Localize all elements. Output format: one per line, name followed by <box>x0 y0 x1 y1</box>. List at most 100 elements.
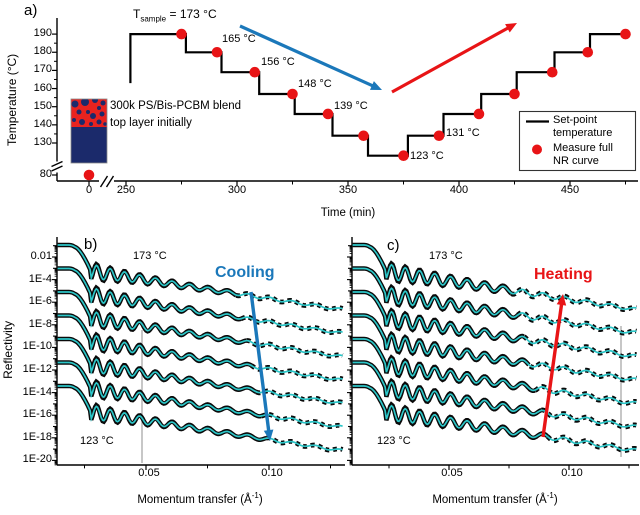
inset-pcbm-blob <box>97 106 101 110</box>
measure-dot <box>433 130 445 142</box>
b-cooling-arrow-head <box>263 429 274 441</box>
tsample-value: = 173 °C <box>166 7 217 21</box>
inset-caption-line2: top layer initially <box>110 117 192 129</box>
b-nr-fit-curve <box>57 267 343 334</box>
b-cooling-arrow-shaft <box>249 291 271 433</box>
b-top-temp-label: 173 °C <box>133 250 167 262</box>
a-y-tick-label: 80 <box>39 168 52 180</box>
legend-measure-line2: NR curve <box>553 155 599 167</box>
a-x-tick-label: 300 <box>227 184 247 196</box>
b-x-title-close: ) <box>258 493 263 506</box>
a-heating-arrow-head <box>505 23 517 33</box>
c-x-tick-label: 0.05 <box>441 467 463 479</box>
a-y-tick-label: 190 <box>33 27 52 40</box>
b-x-title-sup: -1 <box>251 491 259 500</box>
a-y-break-slash <box>51 165 63 172</box>
b-y-tick-label: 1E-6 <box>28 295 52 308</box>
measure-dot <box>83 169 95 181</box>
a-cooling-arrow-head <box>370 81 382 90</box>
a-y-tick-label: 130 <box>33 136 52 148</box>
c-nr-fit-curve <box>352 267 637 334</box>
step-label-131: 131 °C <box>446 127 480 139</box>
c-bottom-temp-label: 123 °C <box>377 435 411 447</box>
b-y-tick-label: 1E-8 <box>28 317 52 330</box>
b-y-tick-label: 1E-16 <box>22 408 52 421</box>
measure-dot <box>509 88 520 100</box>
measure-dot <box>176 28 187 40</box>
a-x-tick-label: 400 <box>449 184 469 196</box>
b-bottom-temp-label: 123 °C <box>80 435 114 447</box>
a-y-tick-label: 170 <box>33 63 52 76</box>
heating-label: Heating <box>534 266 593 283</box>
inset-pcbm-blob <box>72 118 76 122</box>
b-x-tick-label: 0.10 <box>261 467 283 479</box>
a-y-tick-label: 140 <box>33 117 52 130</box>
c-x-axis-title: Momentum transfer (Å-1) <box>390 491 600 507</box>
c-nr-fit-curve <box>352 338 637 405</box>
inset-pcbm-blob <box>103 122 107 126</box>
a-y-tick-label: 160 <box>33 81 52 94</box>
cooling-label: Cooling <box>215 264 275 281</box>
inset-pcbm-blob <box>100 100 106 106</box>
measure-dot <box>287 88 298 100</box>
c-x-title-sup: -1 <box>546 491 554 500</box>
step-label-139: 139 °C <box>334 100 368 112</box>
inset-pcbm-blob <box>86 110 90 114</box>
tsample-annotation: Tsample = 173 °C <box>133 7 217 24</box>
b-y-tick-label: 1E-10 <box>22 340 52 353</box>
c-x-title-main: Momentum transfer (Å <box>432 493 547 506</box>
a-cooling-arrow-shaft <box>239 24 375 88</box>
c-top-temp-label: 173 °C <box>429 250 463 262</box>
panel-a-label: a) <box>24 2 38 19</box>
measure-dot <box>620 28 631 40</box>
inset-pcbm-blob <box>96 119 102 125</box>
a-heating-arrow-shaft <box>391 25 510 94</box>
inset-pcbm-blob <box>79 119 85 125</box>
b-y-tick-label: 1E-20 <box>22 453 52 466</box>
step-label-123: 123 °C <box>410 150 444 162</box>
a-x-tick-label: 0 <box>85 184 93 196</box>
c-nr-data-curve-sparse <box>516 310 637 336</box>
a-x-break-slash <box>99 175 109 188</box>
b-x-tick-label: 0.05 <box>138 467 160 479</box>
setpoint-step-line <box>129 33 630 157</box>
b-y-tick-label: 1E-4 <box>28 272 52 285</box>
measure-dot <box>322 108 334 120</box>
inset-pcbm-blob <box>81 99 89 106</box>
inset-pcbm-blob <box>92 99 98 103</box>
a-x-break-slash <box>105 175 115 188</box>
inset-caption-line1: 300k PS/Bis-PCBM blend <box>110 100 242 112</box>
b-nr-data-curve <box>57 266 242 322</box>
c-x-title-close: ) <box>553 493 558 506</box>
panel-b-label: b) <box>84 236 98 253</box>
b-nr-fit-curve <box>57 291 343 357</box>
b-x-title-main: Momentum transfer (Å <box>137 493 252 506</box>
legend-dot-sample <box>532 144 542 155</box>
b-nr-data-curve-sparse <box>266 435 344 453</box>
a-y-tick-label: 150 <box>33 99 52 112</box>
c-nr-fit-curve <box>352 291 637 358</box>
inset-pcbm-blob <box>99 111 105 117</box>
a-x-tick-label: 450 <box>560 184 580 196</box>
tsample-subscript: sample <box>140 14 167 24</box>
b-nr-fit-curve <box>57 338 343 404</box>
b-nr-fit-curve <box>57 361 343 428</box>
c-heating-arrow-shaft <box>541 302 564 438</box>
measure-dot <box>546 66 558 78</box>
a-y-tick-label: 180 <box>33 45 52 58</box>
c-nr-fit-curve <box>352 244 637 311</box>
b-nr-fit-curve <box>57 244 343 310</box>
b-y-tick-label: 1E-18 <box>22 430 52 443</box>
a-x-break-gap <box>99 175 114 187</box>
tsample-prefix: T <box>133 7 141 21</box>
inset-pcbm-blob <box>90 113 96 119</box>
c-nr-fit-curve <box>352 314 637 381</box>
c-x-tick-label: 0.10 <box>561 467 583 479</box>
step-label-148: 148 °C <box>298 78 332 90</box>
measure-dot <box>358 130 369 142</box>
inset-pcbm-blob <box>76 109 82 115</box>
c-nr-fit-curve <box>352 361 637 428</box>
inset-border <box>70 98 108 164</box>
